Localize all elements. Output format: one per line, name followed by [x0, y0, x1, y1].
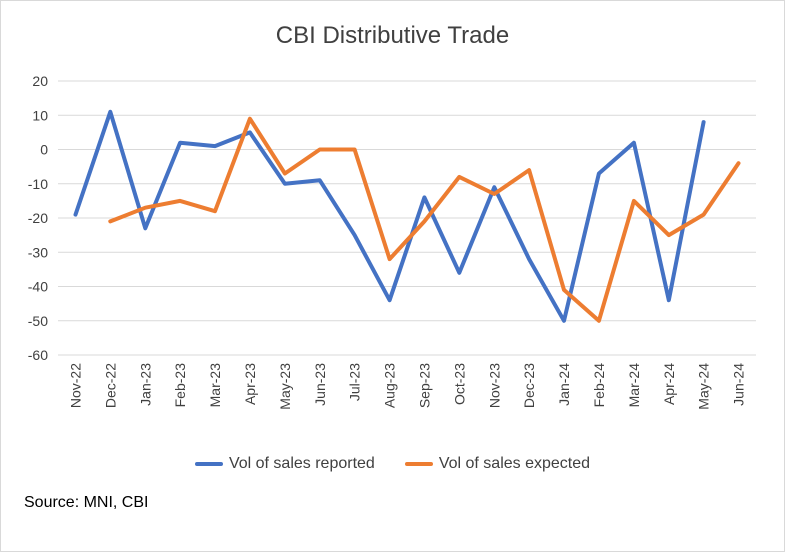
series-line-reported: [73, 109, 706, 323]
y-tick-label: 10: [32, 107, 48, 123]
legend-item-expected: Vol of sales expected: [404, 455, 591, 473]
x-tick-label: Jan-23: [137, 363, 153, 406]
legend-label-reported: Vol of sales reported: [228, 455, 375, 472]
legend-item-reported: Vol of sales reported: [194, 455, 375, 473]
x-tick-label: Jun-24: [731, 363, 747, 406]
y-tick-label: -50: [28, 313, 48, 329]
y-tick-label: 0: [40, 142, 48, 158]
x-tick-label: Nov-23: [486, 363, 502, 408]
x-tick-label: Jun-23: [312, 363, 328, 406]
series-lines: [73, 109, 741, 323]
chart-title: CBI Distributive Trade: [275, 22, 510, 49]
legend-swatch-expected: [404, 462, 433, 466]
source-note: Source: MNI, CBI: [24, 494, 149, 511]
x-tick-label: Apr-23: [242, 363, 258, 405]
y-tick-label: -60: [28, 347, 48, 363]
x-tick-label: Feb-23: [172, 363, 188, 408]
legend: Vol of sales reported Vol of sales expec…: [0, 455, 785, 473]
y-tick-label: -20: [28, 210, 48, 226]
y-tick-label: -30: [28, 244, 48, 260]
x-tick-label: May-24: [696, 363, 712, 410]
x-tick-label: Feb-24: [591, 363, 607, 408]
x-tick-label: May-23: [277, 363, 293, 410]
y-tick-label: -40: [28, 279, 48, 295]
x-tick-label: Dec-23: [521, 363, 537, 408]
x-tick-label: Apr-24: [661, 363, 677, 405]
x-tick-label: Oct-23: [451, 363, 467, 405]
y-tick-label: 20: [32, 73, 48, 89]
y-tick-label: -10: [28, 176, 48, 192]
legend-label-expected: Vol of sales expected: [438, 455, 591, 472]
legend-swatch-reported: [194, 462, 223, 466]
x-tick-label: Mar-23: [207, 363, 223, 408]
x-tick-label: Dec-22: [102, 363, 118, 408]
x-tick-label: Sep-23: [416, 363, 432, 408]
x-axis-tick-labels: Nov-22 Dec-22 Jan-23 Feb-23 Mar-23 Apr-23 May-…: [67, 363, 746, 410]
series-line-expected: [108, 116, 741, 323]
x-tick-label: Jul-23: [347, 363, 363, 401]
y-axis-tick-labels: 20 10 0 -10 -20 -30 -40 -50 -60: [28, 73, 48, 363]
x-tick-label: Mar-24: [626, 363, 642, 408]
x-tick-label: Jan-24: [556, 363, 572, 406]
x-tick-label: Aug-23: [382, 363, 398, 408]
x-tick-label: Nov-22: [67, 363, 83, 408]
